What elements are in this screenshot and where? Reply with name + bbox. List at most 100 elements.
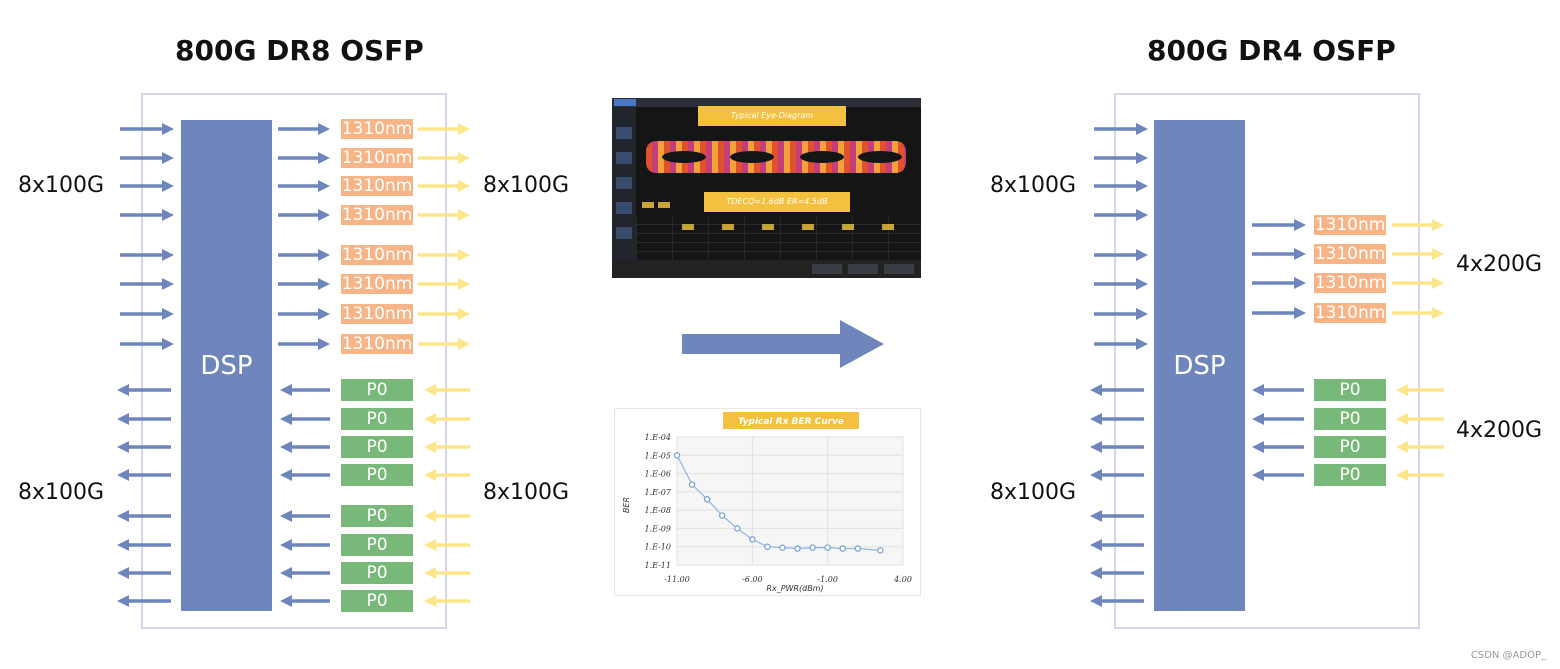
- left-rx-output-arrow-icon: [117, 539, 171, 551]
- left-rx-dsp-arrow-icon: [280, 384, 330, 396]
- right-tx-lane-label: 1310nm: [1314, 215, 1386, 235]
- ber-data-point: [688, 481, 696, 488]
- left-rx-dsp-arrow-icon: [280, 441, 330, 453]
- left-tx-lane-label: 1310nm: [341, 245, 413, 265]
- left-rx-input-arrow-icon: [424, 510, 470, 522]
- ber-y-axis-label: BER: [622, 497, 631, 513]
- left-rx-lane-label: P0: [341, 464, 413, 486]
- eye-metrics-banner: TDECQ=1.6dB ER=4.5dB: [704, 192, 850, 212]
- right-tx-lane-label: 1310nm: [1314, 273, 1386, 293]
- left-tx-output-arrow-icon: [418, 338, 470, 350]
- ber-data-point: [794, 545, 801, 552]
- eye-diagram-screenshot: Typical Eye-Diagram TDECQ=1.6dB ER=4.5dB: [612, 98, 921, 278]
- ber-y-tick-label: 1.E-10: [644, 543, 671, 552]
- ber-curve-plot: 1.E-04 1.E-05 1.E-06 1.E-07 1.E-08 1.E-09 1.E-…: [622, 412, 912, 593]
- left-tx-input-arrow-icon: [120, 278, 174, 290]
- left-tx-dsp-arrow-icon: [278, 123, 330, 135]
- right-tx-input-arrow-icon: [1094, 180, 1148, 192]
- left-tx-output-arrow-icon: [418, 278, 470, 290]
- left-tx-rate-out: 8x100G: [483, 173, 570, 198]
- right-tx-input-arrow-icon: [1094, 123, 1148, 135]
- left-tx-dsp-arrow-icon: [278, 209, 330, 221]
- ber-data-point: [673, 452, 681, 459]
- ber-data-point: [779, 544, 786, 551]
- ber-data-point: [809, 544, 816, 551]
- left-rx-lane-label: P0: [341, 379, 413, 401]
- right-rx-lane-label: P0: [1314, 436, 1386, 458]
- right-rx-dsp-arrow-icon: [1252, 413, 1304, 425]
- ber-data-point: [749, 536, 756, 543]
- right-tx-output-arrow-icon: [1392, 277, 1444, 289]
- left-rx-dsp-arrow-icon: [280, 413, 330, 425]
- left-dsp-label: DSP: [200, 350, 253, 381]
- left-tx-output-arrow-icon: [418, 308, 470, 320]
- left-rx-output-arrow-icon: [117, 510, 171, 522]
- right-tx-output-arrow-icon: [1392, 307, 1444, 319]
- left-tx-output-arrow-icon: [418, 123, 470, 135]
- ber-y-tick-label: 1.E-08: [644, 506, 671, 515]
- left-tx-lane-label: 1310nm: [341, 205, 413, 225]
- left-rx-input-arrow-icon: [424, 384, 470, 396]
- left-rx-output-arrow-icon: [117, 384, 171, 396]
- right-tx-input-arrow-icon: [1094, 338, 1148, 350]
- right-tx-dsp-arrow-icon: [1252, 277, 1306, 289]
- left-tx-lane-label: 1310nm: [341, 148, 413, 168]
- right-tx-dsp-arrow-icon: [1252, 219, 1306, 231]
- right-tx-input-arrow-icon: [1094, 249, 1148, 261]
- left-rx-input-arrow-icon: [424, 567, 470, 579]
- right-module-title: 800G DR4 OSFP: [1147, 34, 1396, 67]
- left-tx-lane-label: 1310nm: [341, 334, 413, 354]
- right-rx-lane-label: P0: [1314, 408, 1386, 430]
- left-tx-dsp-arrow-icon: [278, 278, 330, 290]
- left-tx-input-arrow-icon: [120, 180, 174, 192]
- scope-measurement-grid: [636, 216, 921, 261]
- right-rx-input-arrow-icon: [1396, 413, 1444, 425]
- transition-arrow-icon: [682, 320, 884, 368]
- ber-data-point: [839, 545, 846, 552]
- left-rx-input-arrow-icon: [424, 413, 470, 425]
- ber-data-point: [854, 545, 862, 552]
- right-tx-lane-label: 1310nm: [1314, 303, 1386, 323]
- left-rx-lane-label: P0: [341, 505, 413, 527]
- left-rx-output-arrow-icon: [117, 595, 171, 607]
- left-rx-lane-label: P0: [341, 436, 413, 458]
- right-rx-dsp-arrow-icon: [1252, 469, 1304, 481]
- right-rx-output-arrow-icon: [1090, 567, 1144, 579]
- left-rx-lane-label: P0: [341, 562, 413, 584]
- right-rx-output-arrow-icon: [1090, 384, 1144, 396]
- ber-title-banner: [723, 412, 859, 429]
- ber-y-tick-label: 1.E-09: [644, 524, 671, 533]
- right-rx-output-arrow-icon: [1090, 469, 1144, 481]
- left-tx-input-arrow-icon: [120, 249, 174, 261]
- ber-plot-area: [676, 436, 904, 566]
- right-rx-output-arrow-icon: [1090, 539, 1144, 551]
- left-rx-input-arrow-icon: [424, 469, 470, 481]
- left-rx-dsp-arrow-icon: [280, 567, 330, 579]
- left-tx-dsp-arrow-icon: [278, 180, 330, 192]
- right-rx-lane-label: P0: [1314, 464, 1386, 486]
- left-rx-lane-label: P0: [341, 408, 413, 430]
- left-rx-dsp-arrow-icon: [280, 539, 330, 551]
- left-rx-rate-in: 8x100G: [483, 480, 570, 505]
- left-rx-output-arrow-icon: [117, 441, 171, 453]
- left-tx-lane-label: 1310nm: [341, 119, 413, 139]
- left-tx-output-arrow-icon: [418, 152, 470, 164]
- left-tx-input-arrow-icon: [120, 308, 174, 320]
- left-rx-lane-label: P0: [341, 534, 413, 556]
- ber-data-point: [734, 525, 741, 532]
- right-tx-rate-in: 8x100G: [990, 173, 1077, 198]
- scope-status-bar: [612, 260, 921, 278]
- right-rx-lane-label: P0: [1314, 379, 1386, 401]
- left-tx-dsp-arrow-icon: [278, 338, 330, 350]
- right-rx-input-arrow-icon: [1396, 469, 1444, 481]
- ber-y-tick-label: 1.E-05: [644, 451, 671, 460]
- ber-data-point: [718, 512, 726, 519]
- left-tx-input-arrow-icon: [120, 123, 174, 135]
- right-rx-input-arrow-icon: [1396, 441, 1444, 453]
- right-tx-input-arrow-icon: [1094, 308, 1148, 320]
- left-rx-dsp-arrow-icon: [280, 469, 330, 481]
- right-tx-output-arrow-icon: [1392, 248, 1444, 260]
- right-tx-lane-label: 1310nm: [1314, 244, 1386, 264]
- left-tx-input-arrow-icon: [120, 338, 174, 350]
- left-rx-output-arrow-icon: [117, 469, 171, 481]
